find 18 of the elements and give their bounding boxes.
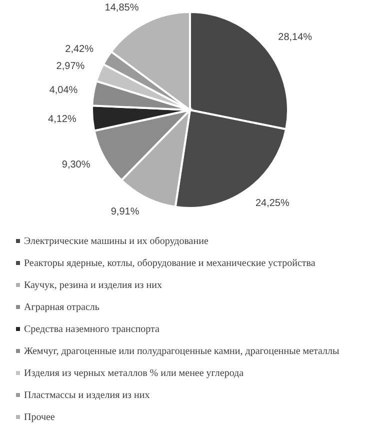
data-label: 9,30% <box>62 160 90 171</box>
data-label: 28,14% <box>278 32 312 44</box>
legend-label: Пластмассы и изделия из них <box>24 390 150 400</box>
legend-label: Средства наземного транспорта <box>24 324 160 334</box>
data-label: 2,42% <box>65 44 94 55</box>
data-label: 24,25% <box>255 198 290 209</box>
data-label: 9,91% <box>110 206 140 218</box>
legend-label: Электрические машины и их оборудование <box>24 236 208 246</box>
data-label: 14,85% <box>104 2 139 14</box>
legend-label: Аграрная отрасль <box>24 302 100 312</box>
legend-label: Реакторы ядерные, котлы, оборудование и механические устройства <box>24 258 316 268</box>
legend-label: Прочее <box>24 412 55 422</box>
legend-label: Жемчуг, драгоценные или полудрагоценные камни, драгоценные металлы <box>24 346 340 356</box>
data-label: 2,97% <box>56 60 85 72</box>
data-label: 4,12% <box>48 114 77 126</box>
data-label: 4,04% <box>49 84 78 96</box>
legend-label: Изделия из черных металлов % или менее углерода <box>24 368 244 378</box>
legend-label: Каучук, резина и изделия из них <box>24 280 162 290</box>
